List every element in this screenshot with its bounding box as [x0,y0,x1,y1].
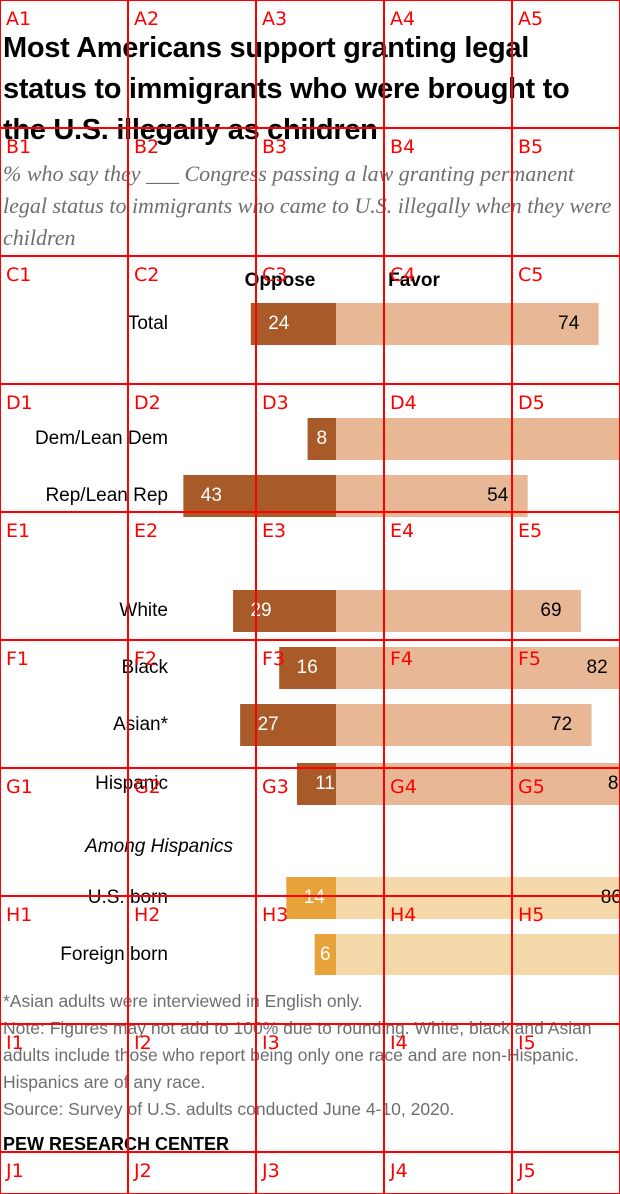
value-oppose-3: 29 [250,600,271,621]
note-footnote: Note: Figures may not add to 100% due to… [3,1018,592,1092]
category-label-0: Total [128,313,168,334]
bar-oppose-3 [233,590,336,632]
value-favor-0: 74 [558,313,580,334]
category-label-3: White [119,600,168,621]
value-oppose-2: 43 [201,485,222,506]
value-favor-5: 72 [551,714,572,735]
bar-oppose-1 [307,418,336,460]
value-favor-3: 69 [540,600,561,621]
grid-label-J3: J3 [261,1160,280,1182]
value-favor-7: 86 [601,887,620,908]
grid-label-A3: A3 [262,8,287,30]
legend-favor: Favor [388,270,440,291]
category-label-8: Foreign born [60,944,168,965]
chart-subtitle: % who say they ___ Congress passing a la… [3,161,612,250]
value-oppose-6: 11 [315,773,335,794]
value-oppose-1: 8 [317,428,328,449]
chart-title: Most Americans support granting legal st… [3,32,570,146]
grid-label-J2: J2 [133,1160,152,1182]
bar-oppose-2 [183,475,336,517]
grid-label-J4: J4 [389,1160,408,1182]
bar-favor-7 [336,877,620,919]
asian-footnote: *Asian adults were interviewed in Englis… [3,991,363,1011]
grid-label-A1: A1 [6,8,31,30]
brand-logo-text: PEW RESEARCH CENTER [3,1134,230,1154]
category-label-7: U.S. born [88,887,168,908]
category-label-1: Dem/Lean Dem [35,428,168,449]
category-label-6: Hispanic [95,773,168,794]
bar-favor-5 [336,704,592,746]
bar-favor-0 [336,303,599,345]
bar-favor-6 [336,763,620,805]
bar-oppose-5 [240,704,336,746]
group-label-hispanics: Among Hispanics [84,836,233,857]
value-oppose-0: 24 [268,313,290,334]
footnotes: *Asian adults were interviewed in Englis… [3,988,615,1123]
bar-favor-8 [336,934,620,975]
legend-oppose: Oppose [245,270,316,291]
bar-favor-4 [336,647,620,689]
value-favor-2: 54 [487,485,509,506]
bar-oppose-6 [296,763,336,805]
category-label-5: Asian* [113,714,169,735]
bar-oppose-7 [286,877,336,919]
bar-oppose-4 [279,647,336,689]
category-label-4: Black [122,657,169,678]
grid-label-A5: A5 [518,8,543,30]
category-label-2: Rep/Lean Rep [45,485,168,506]
bar-favor-1 [336,418,620,460]
value-oppose-7: 14 [304,887,326,908]
grid-label-A2: A2 [134,8,159,30]
bar-favor-2 [336,475,528,517]
source-footnote: Source: Survey of U.S. adults conducted … [3,1099,455,1119]
grid-label-A4: A4 [390,8,415,30]
value-oppose-5: 27 [258,714,279,735]
grid-label-J5: J5 [517,1160,536,1182]
value-oppose-4: 16 [297,657,318,678]
bar-oppose-8 [314,934,336,975]
value-favor-6: 88 [608,773,620,794]
value-favor-4: 82 [587,657,608,678]
value-oppose-8: 6 [320,944,331,965]
bar-oppose-0 [250,303,336,345]
bar-favor-3 [336,590,581,632]
grid-label-J1: J1 [5,1160,24,1182]
